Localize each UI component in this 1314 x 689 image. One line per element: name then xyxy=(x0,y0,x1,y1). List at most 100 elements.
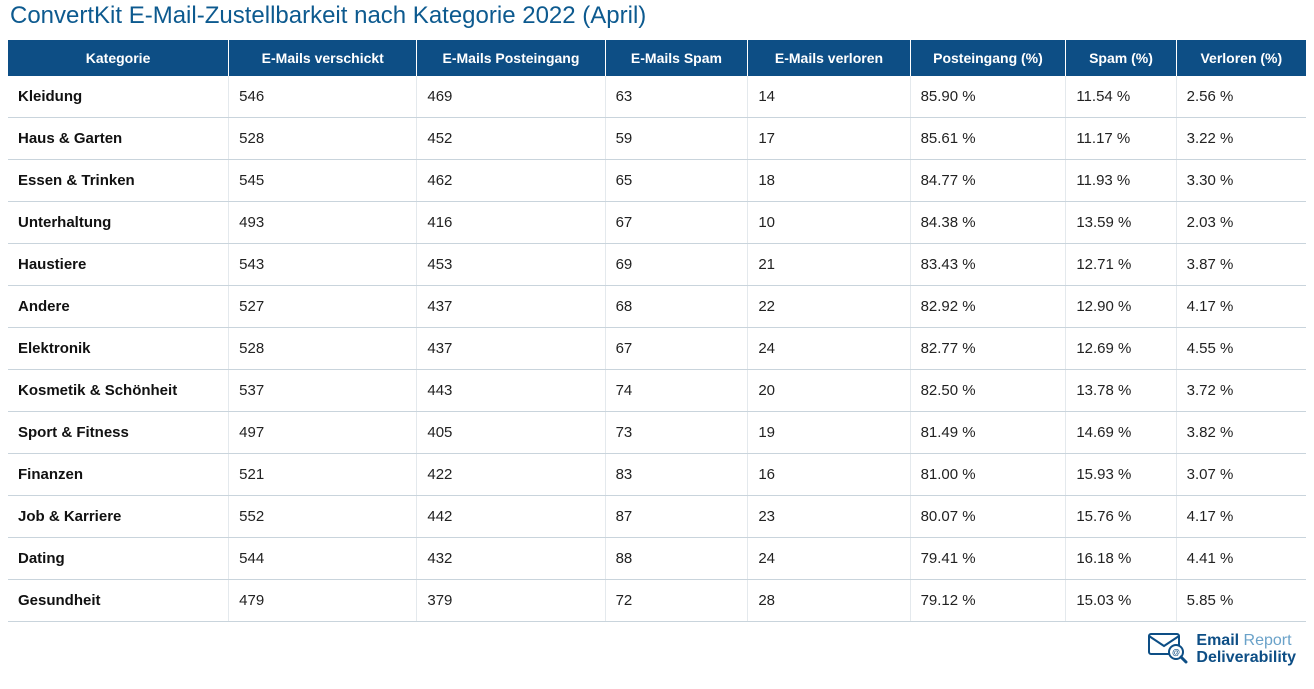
cell-spam_pct: 15.76 % xyxy=(1066,496,1176,538)
cell-lost_pct: 2.56 % xyxy=(1176,76,1306,118)
cell-inbox_pct: 84.38 % xyxy=(910,202,1066,244)
cell-lost: 28 xyxy=(748,580,910,622)
cell-lost_pct: 4.17 % xyxy=(1176,496,1306,538)
cell-lost: 22 xyxy=(748,286,910,328)
cell-spam_pct: 15.93 % xyxy=(1066,454,1176,496)
cell-inbox_pct: 80.07 % xyxy=(910,496,1066,538)
logo-line1a: Email xyxy=(1196,632,1239,649)
cell-spam: 65 xyxy=(605,160,748,202)
cell-cat: Kosmetik & Schönheit xyxy=(8,370,229,412)
cell-lost: 20 xyxy=(748,370,910,412)
col-emails-posteingang[interactable]: E-Mails Posteingang xyxy=(417,40,605,76)
col-spam-pct[interactable]: Spam (%) xyxy=(1066,40,1176,76)
logo-text: Email Report Deliverability xyxy=(1196,633,1296,667)
cell-cat: Dating xyxy=(8,538,229,580)
table-row: Sport & Fitness497405731981.49 %14.69 %3… xyxy=(8,412,1306,454)
cell-cat: Essen & Trinken xyxy=(8,160,229,202)
cell-sent: 497 xyxy=(229,412,417,454)
col-posteingang-pct[interactable]: Posteingang (%) xyxy=(910,40,1066,76)
table-row: Essen & Trinken545462651884.77 %11.93 %3… xyxy=(8,160,1306,202)
cell-inbox: 442 xyxy=(417,496,605,538)
col-emails-spam[interactable]: E-Mails Spam xyxy=(605,40,748,76)
table-row: Kleidung546469631485.90 %11.54 %2.56 % xyxy=(8,76,1306,118)
cell-inbox: 416 xyxy=(417,202,605,244)
cell-inbox_pct: 81.49 % xyxy=(910,412,1066,454)
col-verloren-pct[interactable]: Verloren (%) xyxy=(1176,40,1306,76)
table-row: Job & Karriere552442872380.07 %15.76 %4.… xyxy=(8,496,1306,538)
cell-inbox_pct: 85.90 % xyxy=(910,76,1066,118)
cell-spam_pct: 12.71 % xyxy=(1066,244,1176,286)
cell-cat: Unterhaltung xyxy=(8,202,229,244)
col-emails-verschickt[interactable]: E-Mails verschickt xyxy=(229,40,417,76)
cell-lost_pct: 3.87 % xyxy=(1176,244,1306,286)
cell-sent: 521 xyxy=(229,454,417,496)
table-row: Unterhaltung493416671084.38 %13.59 %2.03… xyxy=(8,202,1306,244)
cell-lost_pct: 3.72 % xyxy=(1176,370,1306,412)
table-row: Haus & Garten528452591785.61 %11.17 %3.2… xyxy=(8,118,1306,160)
cell-cat: Gesundheit xyxy=(8,580,229,622)
cell-spam: 73 xyxy=(605,412,748,454)
cell-spam_pct: 11.54 % xyxy=(1066,76,1176,118)
report-container: ConvertKit E-Mail-Zustellbarkeit nach Ka… xyxy=(0,2,1314,669)
table-row: Dating544432882479.41 %16.18 %4.41 % xyxy=(8,538,1306,580)
table-row: Kosmetik & Schönheit537443742082.50 %13.… xyxy=(8,370,1306,412)
cell-inbox: 422 xyxy=(417,454,605,496)
cell-lost_pct: 3.82 % xyxy=(1176,412,1306,454)
logo-area: @ Email Report Deliverability xyxy=(8,622,1306,669)
cell-lost: 19 xyxy=(748,412,910,454)
col-emails-verloren[interactable]: E-Mails verloren xyxy=(748,40,910,76)
cell-lost_pct: 3.22 % xyxy=(1176,118,1306,160)
cell-lost: 24 xyxy=(748,328,910,370)
cell-inbox: 432 xyxy=(417,538,605,580)
envelope-magnify-icon: @ xyxy=(1148,630,1188,669)
cell-inbox: 453 xyxy=(417,244,605,286)
deliverability-table: Kategorie E-Mails verschickt E-Mails Pos… xyxy=(8,40,1306,622)
cell-spam_pct: 13.78 % xyxy=(1066,370,1176,412)
cell-lost: 16 xyxy=(748,454,910,496)
cell-lost_pct: 5.85 % xyxy=(1176,580,1306,622)
brand-logo: @ Email Report Deliverability xyxy=(1148,630,1296,669)
cell-lost_pct: 4.17 % xyxy=(1176,286,1306,328)
cell-lost_pct: 3.07 % xyxy=(1176,454,1306,496)
cell-spam: 88 xyxy=(605,538,748,580)
cell-inbox: 462 xyxy=(417,160,605,202)
cell-spam: 69 xyxy=(605,244,748,286)
cell-inbox_pct: 84.77 % xyxy=(910,160,1066,202)
cell-cat: Haus & Garten xyxy=(8,118,229,160)
cell-cat: Finanzen xyxy=(8,454,229,496)
cell-spam: 74 xyxy=(605,370,748,412)
cell-spam_pct: 13.59 % xyxy=(1066,202,1176,244)
cell-spam: 83 xyxy=(605,454,748,496)
cell-cat: Sport & Fitness xyxy=(8,412,229,454)
cell-lost: 10 xyxy=(748,202,910,244)
cell-spam: 87 xyxy=(605,496,748,538)
cell-spam: 67 xyxy=(605,328,748,370)
table-row: Finanzen521422831681.00 %15.93 %3.07 % xyxy=(8,454,1306,496)
logo-line1b: Report xyxy=(1239,632,1291,649)
logo-line2: Deliverability xyxy=(1196,650,1296,667)
cell-inbox: 437 xyxy=(417,328,605,370)
cell-cat: Haustiere xyxy=(8,244,229,286)
cell-spam: 67 xyxy=(605,202,748,244)
cell-lost: 17 xyxy=(748,118,910,160)
cell-lost: 24 xyxy=(748,538,910,580)
cell-lost: 23 xyxy=(748,496,910,538)
cell-sent: 528 xyxy=(229,118,417,160)
cell-spam: 63 xyxy=(605,76,748,118)
cell-inbox_pct: 81.00 % xyxy=(910,454,1066,496)
cell-spam_pct: 16.18 % xyxy=(1066,538,1176,580)
cell-inbox: 452 xyxy=(417,118,605,160)
cell-inbox_pct: 83.43 % xyxy=(910,244,1066,286)
cell-cat: Elektronik xyxy=(8,328,229,370)
cell-lost: 18 xyxy=(748,160,910,202)
table-row: Gesundheit479379722879.12 %15.03 %5.85 % xyxy=(8,580,1306,622)
table-row: Elektronik528437672482.77 %12.69 %4.55 % xyxy=(8,328,1306,370)
cell-sent: 493 xyxy=(229,202,417,244)
cell-lost_pct: 2.03 % xyxy=(1176,202,1306,244)
cell-sent: 552 xyxy=(229,496,417,538)
cell-sent: 527 xyxy=(229,286,417,328)
cell-inbox: 379 xyxy=(417,580,605,622)
cell-lost_pct: 3.30 % xyxy=(1176,160,1306,202)
cell-cat: Andere xyxy=(8,286,229,328)
col-kategorie[interactable]: Kategorie xyxy=(8,40,229,76)
